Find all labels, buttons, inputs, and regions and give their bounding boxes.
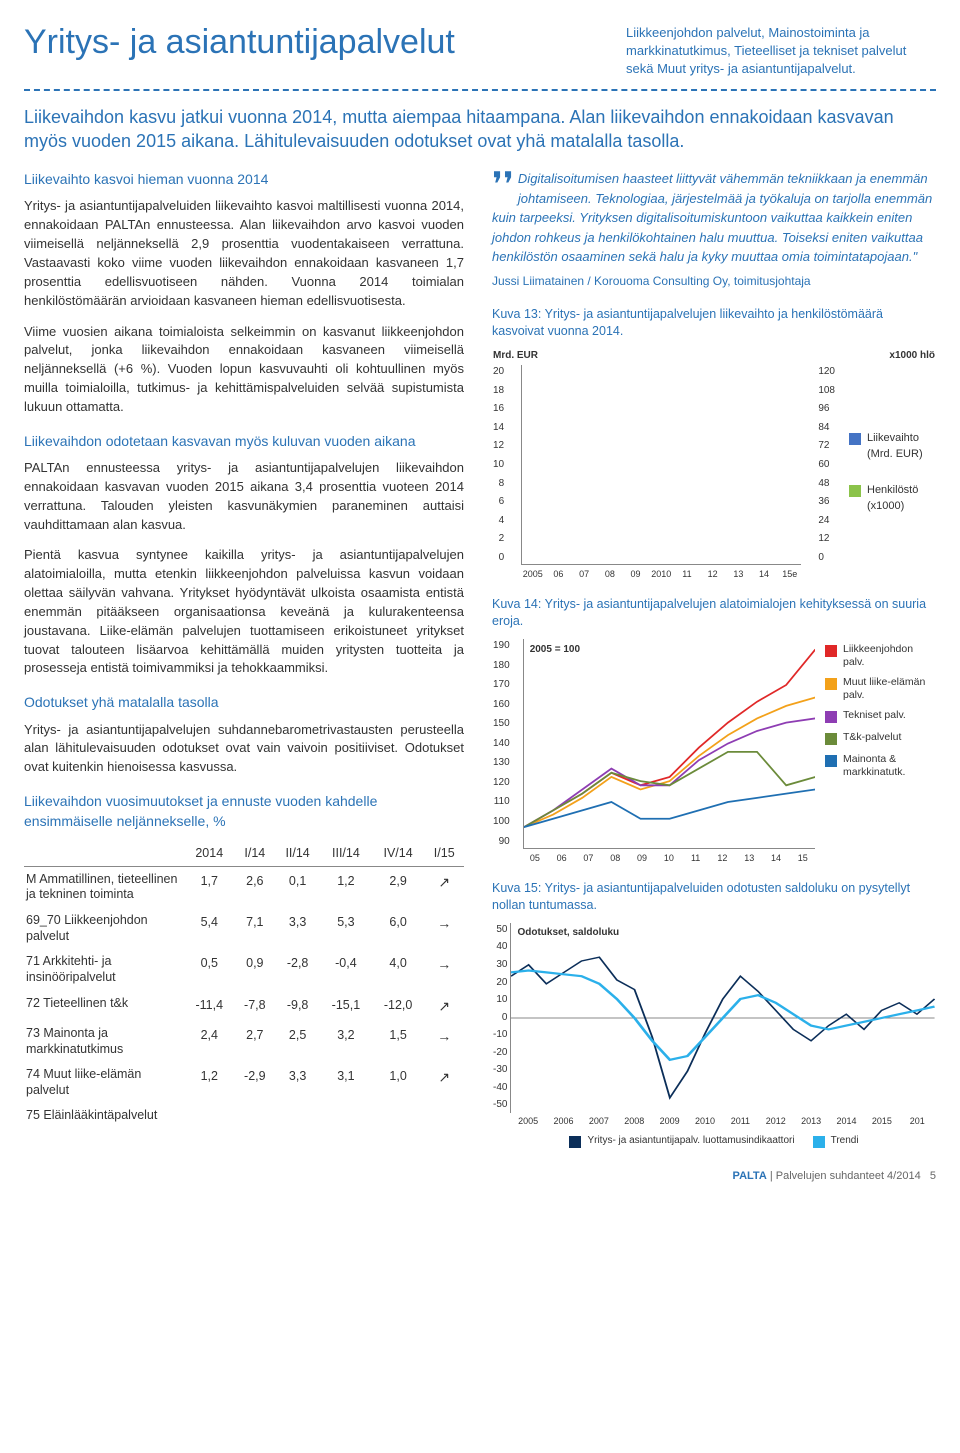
header-divider (24, 89, 936, 91)
line-series (511, 957, 935, 1098)
fig13-caption: Kuva 13: Yritys- ja asiantuntijapalveluj… (492, 306, 936, 340)
fig13-chart: Mrd. EUR x1000 hlö 20181614121086420 200… (492, 348, 936, 583)
body-text: Viime vuosien aikana toimialoista selkei… (24, 323, 464, 417)
quote-icon: ❜❜ (492, 177, 514, 194)
legend-label: Henkilöstö (x1000) (867, 483, 935, 515)
left-column: Liikevaihto kasvoi hieman vuonna 2014 Yr… (24, 169, 464, 1149)
line-series (524, 698, 815, 828)
table-header: I/15 (424, 840, 464, 867)
page-title: Yritys- ja asiantuntijapalvelut (24, 18, 610, 67)
line-series (524, 790, 815, 828)
table-row: 71 Arkkitehti- ja insinööripalvelut0,50,… (24, 949, 464, 990)
right-column: ❜❜ Digitalisoitumisen haasteet liittyvät… (492, 169, 936, 1149)
line-series (511, 970, 935, 1059)
fig14-caption: Kuva 14: Yritys- ja asiantuntijapalveluj… (492, 596, 936, 630)
table-row: 73 Mainonta ja markkinatutkimus2,42,72,5… (24, 1021, 464, 1062)
legend-item: Muut liike-elämän palv. (825, 676, 935, 701)
fig13-left-axis-label: Mrd. EUR (493, 349, 538, 364)
body-text: Yritys- ja asiantuntijapalvelujen suhdan… (24, 721, 464, 778)
fig15-caption: Kuva 15: Yritys- ja asiantuntijapalvelui… (492, 880, 936, 914)
body-text: Pientä kasvua syntynee kaikilla yritys- … (24, 546, 464, 678)
line-series (524, 752, 815, 827)
table-header: IV/14 (372, 840, 425, 867)
section-heading-1: Liikevaihto kasvoi hieman vuonna 2014 (24, 169, 464, 189)
section-heading-3: Odotukset yhä matalalla tasolla (24, 692, 464, 712)
section-heading-2: Liikevaihdon odotetaan kasvavan myös kul… (24, 431, 464, 451)
fig15-chart: 50403020100-10-20-30-40-50 Odotukset, sa… (492, 922, 936, 1150)
table-header: III/14 (320, 840, 372, 867)
footer-brand: PALTA (733, 1170, 767, 1182)
changes-table: 2014I/14II/14III/14IV/14I/15 M Ammatilli… (24, 840, 464, 1129)
body-text: PALTAn ennusteessa yritys- ja asiantunti… (24, 459, 464, 534)
legend-swatch (849, 433, 861, 445)
legend-swatch (569, 1136, 581, 1148)
legend-item: Tekniset palv. (825, 709, 935, 723)
footer-text: Palvelujen suhdanteet 4/2014 (776, 1170, 921, 1182)
table-header: I/14 (235, 840, 276, 867)
fig13-right-axis-label: x1000 hlö (889, 349, 935, 364)
table-heading: Liikevaihdon vuosimuutokset ja ennuste v… (24, 791, 464, 832)
page-number: 5 (930, 1170, 936, 1182)
legend-label: Liikevaihto (Mrd. EUR) (867, 431, 935, 463)
table-row: 74 Muut liike-elämän palvelut1,2-2,93,33… (24, 1062, 464, 1103)
legend-swatch (849, 485, 861, 497)
legend-label: Yritys- ja asiantuntijapalv. luottamusin… (587, 1134, 794, 1149)
body-text: Yritys- ja asiantuntijapalveluiden liike… (24, 197, 464, 310)
pull-quote: Digitalisoitumisen haasteet liittyvät vä… (492, 169, 936, 267)
page-footer: PALTA | Palvelujen suhdanteet 4/2014 5 (24, 1169, 936, 1185)
table-row: 69_70 Liikkeenjohdon palvelut5,47,13,35,… (24, 908, 464, 949)
quote-attribution: Jussi Liimatainen / Korouoma Consulting … (492, 273, 936, 290)
lead-paragraph: Liikevaihdon kasvu jatkui vuonna 2014, m… (24, 105, 936, 154)
table-header (24, 840, 184, 867)
line-series (524, 719, 815, 828)
table-row: M Ammatillinen, tieteellinen ja tekninen… (24, 866, 464, 908)
table-row: 72 Tieteellinen t&k-11,4-7,8-9,8-15,1-12… (24, 991, 464, 1021)
legend-item: Liikkeenjohdon palv. (825, 643, 935, 668)
legend-label: Trendi (831, 1134, 859, 1149)
legend-item: Mainonta & markkinatutk. (825, 753, 935, 778)
header-subtitle: Liikkeenjohdon palvelut, Mainostoiminta … (626, 18, 936, 79)
legend-swatch (813, 1136, 825, 1148)
table-row: 75 Eläinlääkintäpalvelut (24, 1103, 464, 1129)
table-header: 2014 (184, 840, 235, 867)
fig14-chart: 19018017016015014013012011010090 2005 = … (492, 638, 936, 866)
legend-item: T&k-palvelut (825, 731, 935, 745)
table-header: II/14 (275, 840, 320, 867)
